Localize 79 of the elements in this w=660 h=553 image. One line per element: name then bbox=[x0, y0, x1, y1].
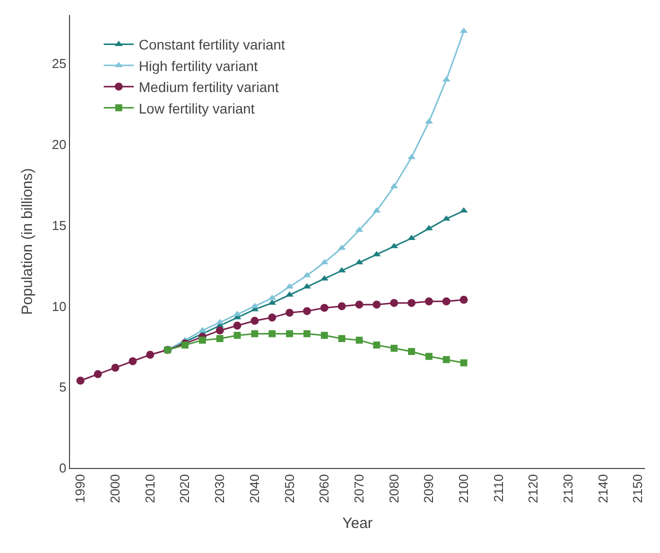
x-tick-label: 2060 bbox=[316, 474, 332, 504]
y-tick-label: 15 bbox=[52, 218, 66, 233]
point bbox=[146, 350, 154, 359]
point bbox=[355, 300, 364, 309]
point bbox=[442, 215, 450, 221]
point bbox=[390, 182, 398, 188]
x-axis-title: Year bbox=[342, 515, 373, 532]
point bbox=[286, 283, 294, 289]
point bbox=[373, 342, 380, 349]
point bbox=[338, 244, 346, 250]
point bbox=[303, 330, 310, 338]
point bbox=[216, 335, 224, 342]
x-tick-label: 2030 bbox=[212, 474, 228, 504]
point bbox=[250, 316, 259, 325]
x-tick-label: 2140 bbox=[595, 474, 610, 504]
point bbox=[424, 118, 433, 124]
point bbox=[372, 207, 381, 213]
x-tick-label: 2040 bbox=[246, 474, 262, 504]
x-tick-label: 2080 bbox=[386, 474, 402, 504]
x-tick-label: 2150 bbox=[630, 474, 646, 504]
point bbox=[372, 250, 381, 256]
x-tick-label: 2130 bbox=[560, 474, 576, 504]
y-tick-label: 0 bbox=[59, 460, 66, 476]
x-tick-label: 2050 bbox=[282, 474, 297, 504]
point bbox=[408, 348, 416, 356]
legend-label: Constant fertility variant bbox=[138, 36, 286, 53]
point bbox=[460, 359, 468, 366]
y-axis-title: Population (in billions) bbox=[19, 168, 36, 315]
legend-label: Medium fertility variant bbox=[138, 79, 279, 96]
point bbox=[425, 352, 432, 360]
point bbox=[268, 330, 276, 338]
point bbox=[372, 300, 381, 309]
point bbox=[460, 207, 468, 213]
point bbox=[268, 314, 276, 322]
point bbox=[302, 307, 311, 316]
y-tick-label: 25 bbox=[52, 56, 66, 72]
point bbox=[460, 296, 468, 304]
point bbox=[198, 336, 206, 344]
point bbox=[198, 326, 206, 332]
point bbox=[320, 332, 328, 339]
point bbox=[338, 335, 346, 342]
point bbox=[234, 332, 241, 339]
y-tick-label: 5 bbox=[59, 380, 66, 395]
point bbox=[442, 297, 450, 306]
point bbox=[233, 322, 242, 330]
point bbox=[320, 304, 328, 312]
y-tick-label: 10 bbox=[52, 298, 66, 314]
point bbox=[408, 298, 416, 307]
point bbox=[390, 298, 398, 307]
point bbox=[251, 330, 258, 338]
point bbox=[390, 242, 398, 248]
point bbox=[128, 357, 137, 366]
y-tick-label: 20 bbox=[52, 136, 66, 152]
x-tick-label: 2020 bbox=[177, 474, 192, 504]
x-tick-label: 2010 bbox=[142, 474, 158, 504]
point bbox=[76, 376, 84, 385]
point bbox=[338, 302, 346, 310]
point bbox=[286, 291, 294, 297]
point bbox=[442, 356, 450, 364]
legend-label: Low fertility variant bbox=[138, 100, 255, 116]
point bbox=[111, 364, 120, 372]
x-tick-label: 2000 bbox=[108, 474, 123, 504]
x-tick-label: 2110 bbox=[490, 474, 506, 502]
point bbox=[286, 330, 294, 338]
point bbox=[216, 326, 224, 334]
point bbox=[286, 308, 294, 317]
x-tick-label: 2100 bbox=[456, 474, 472, 504]
point bbox=[182, 342, 188, 349]
point bbox=[424, 297, 433, 306]
x-tick-label: 2120 bbox=[526, 474, 541, 504]
point bbox=[233, 310, 242, 316]
x-tick-label: 2070 bbox=[351, 474, 366, 504]
x-tick-label: 2090 bbox=[421, 474, 436, 504]
x-tick-label: 1990 bbox=[72, 474, 88, 504]
legend-label: High fertility variant bbox=[138, 58, 258, 74]
point bbox=[216, 318, 224, 324]
point bbox=[390, 344, 398, 352]
point bbox=[356, 336, 363, 344]
point bbox=[94, 370, 102, 378]
